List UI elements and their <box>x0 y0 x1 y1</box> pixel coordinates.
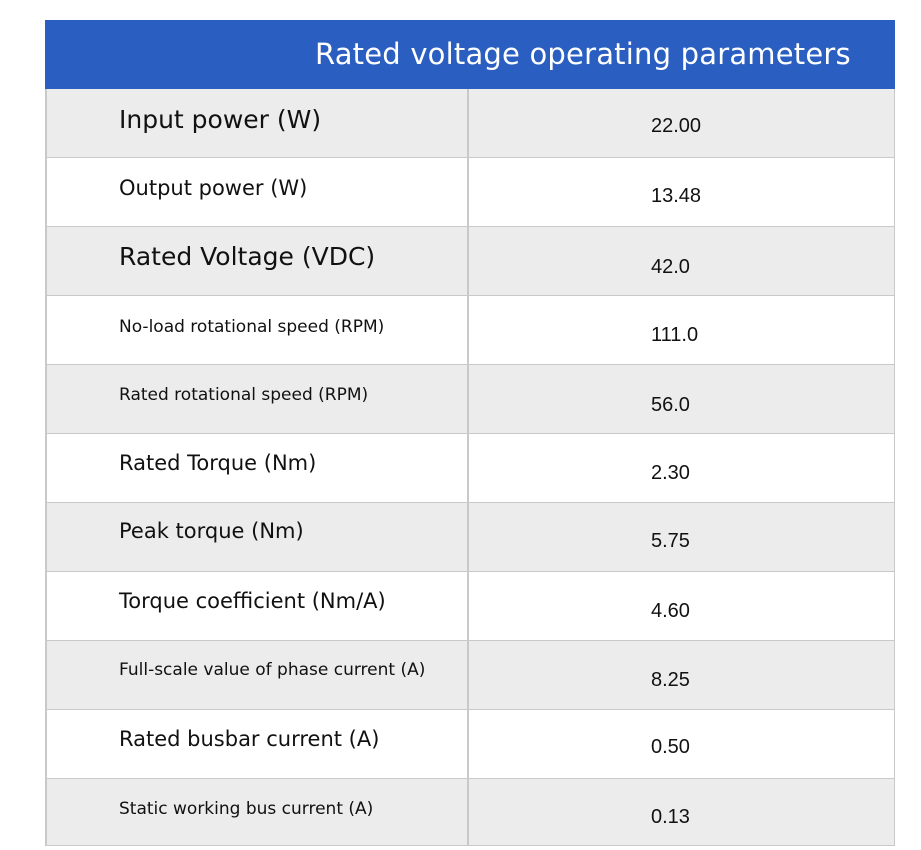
table-row: Torque coefficient (Nm/A) 4.60 <box>45 572 895 641</box>
table-title: Rated voltage operating parameters <box>315 37 851 71</box>
column-divider <box>467 779 469 845</box>
row-label: Input power (W) <box>119 105 322 134</box>
column-divider <box>467 365 469 433</box>
table-row: Rated busbar current (A) 0.50 <box>45 710 895 779</box>
table-row: Rated Voltage (VDC) 42.0 <box>45 227 895 296</box>
row-label: Rated Voltage (VDC) <box>119 242 376 271</box>
row-value: 0.50 <box>651 736 690 758</box>
column-divider <box>467 710 469 778</box>
column-divider <box>467 227 469 295</box>
row-value: 22.00 <box>651 115 702 137</box>
row-label: Output power (W) <box>119 176 308 200</box>
row-label: Rated rotational speed (RPM) <box>119 385 369 405</box>
table-row: No-load rotational speed (RPM) 111.0 <box>45 296 895 365</box>
row-value: 0.13 <box>651 806 690 828</box>
column-divider <box>467 641 469 709</box>
table-row: Peak torque (Nm) 5.75 <box>45 503 895 572</box>
table-row: Input power (W) 22.00 <box>45 89 895 158</box>
column-divider <box>467 296 469 364</box>
column-divider <box>467 503 469 571</box>
row-label: No-load rotational speed (RPM) <box>119 317 385 337</box>
table-row: Static working bus current (A) 0.13 <box>45 779 895 846</box>
row-value: 4.60 <box>651 600 690 622</box>
row-value: 56.0 <box>651 394 690 416</box>
row-label: Peak torque (Nm) <box>119 519 304 543</box>
row-value: 8.25 <box>651 669 690 691</box>
table-row: Rated Torque (Nm) 2.30 <box>45 434 895 503</box>
row-value: 2.30 <box>651 462 690 484</box>
column-divider <box>467 572 469 640</box>
row-value: 42.0 <box>651 256 690 278</box>
row-label: Rated Torque (Nm) <box>119 451 317 475</box>
table-border-right <box>893 89 895 846</box>
row-label: Torque coefficient (Nm/A) <box>119 589 386 613</box>
row-value: 5.75 <box>651 530 690 552</box>
table-row: Rated rotational speed (RPM) 56.0 <box>45 365 895 434</box>
table-header: Rated voltage operating parameters <box>45 20 895 89</box>
row-label: Rated busbar current (A) <box>119 727 380 751</box>
row-value: 111.0 <box>651 324 699 346</box>
row-label: Full-scale value of phase current (A) <box>119 660 426 680</box>
row-label: Static working bus current (A) <box>119 799 374 819</box>
column-divider <box>467 434 469 502</box>
row-value: 13.48 <box>651 185 702 207</box>
table-border-left <box>45 89 47 846</box>
table-row: Full-scale value of phase current (A) 8.… <box>45 641 895 710</box>
column-divider <box>467 158 469 226</box>
column-divider <box>467 89 469 157</box>
table-row: Output power (W) 13.48 <box>45 158 895 227</box>
parameters-table: Rated voltage operating parameters Input… <box>45 20 895 846</box>
